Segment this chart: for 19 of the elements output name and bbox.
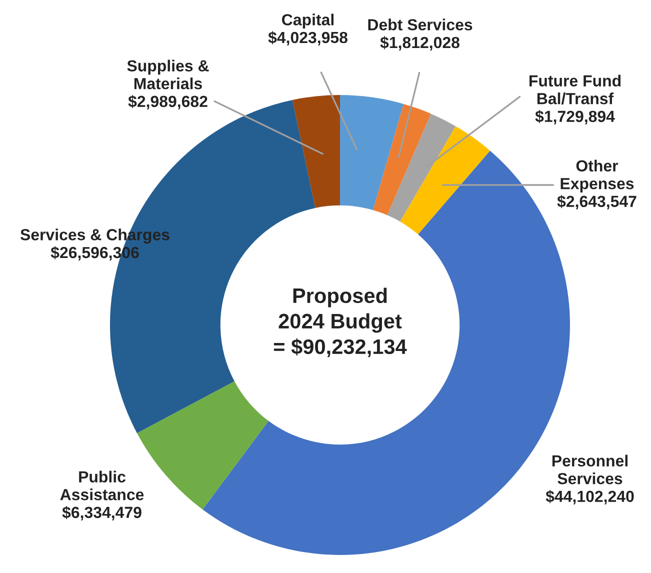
slice-label: Debt Services [368,18,472,30]
slice-label: Other Expenses [560,160,634,192]
slice-label: Capital [282,14,334,29]
donut-slice [340,95,404,210]
data-label: $44,102,240 [546,490,634,504]
data-label: $2,989,682 [128,95,208,110]
donut-slice [292,95,340,208]
donut-slice [373,104,431,216]
donut-slice [400,126,490,234]
slice-label: Public Assistance [60,470,144,500]
data-label: $6,334,479 [62,506,142,520]
data-label: $4,023,958 [268,31,348,46]
slice-label: Future Fund Bal/Transf [529,74,621,104]
text: Proposed 2024 Budget = $90,232,134 [274,288,407,358]
slice-label: Personnel Services [552,454,628,484]
data-label: $1,729,894 [535,110,615,124]
data-label: $1,812,028 [380,36,460,50]
slice-label: Supplies & Materials [127,60,209,90]
data-label: $2,643,547 [557,195,636,210]
